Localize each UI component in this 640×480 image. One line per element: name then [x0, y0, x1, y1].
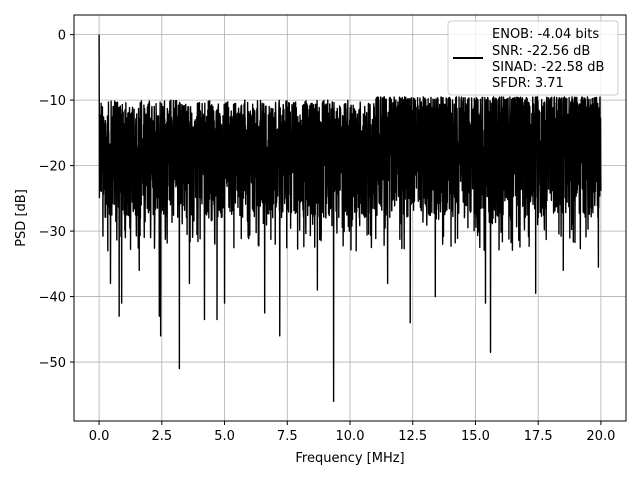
y-tick-label: −40: [39, 291, 66, 306]
y-axis-label: PSD [dB]: [14, 189, 29, 247]
x-tick-label: 12.5: [398, 429, 427, 444]
x-tick-label: 20.0: [586, 429, 615, 444]
x-tick-label: 5.0: [214, 429, 235, 444]
legend: ENOB: -4.04 bits SNR: -22.56 dB SINAD: -…: [447, 20, 619, 96]
x-ticks: 0.0 2.5 5.0 7.5 10.0 12.5 15.0 17.5 20.0: [89, 421, 615, 444]
y-tick-label: −30: [39, 225, 66, 240]
series-layer: [98, 34, 602, 403]
y-tick-label: −10: [39, 94, 66, 109]
x-axis-label: Frequency [MHz]: [295, 451, 404, 466]
x-tick-label: 15.0: [461, 429, 490, 444]
y-tick-label: −50: [39, 356, 66, 371]
legend-box: [447, 20, 619, 96]
legend-line-snr: SNR: -22.56 dB: [492, 44, 590, 59]
x-tick-label: 0.0: [89, 429, 110, 444]
x-tick-label: 10.0: [336, 429, 365, 444]
legend-line-sfdr: SFDR: 3.71: [492, 76, 564, 91]
legend-line-sinad: SINAD: -22.58 dB: [492, 60, 604, 75]
legend-line-enob: ENOB: -4.04 bits: [492, 27, 599, 42]
psd-series-line: [98, 34, 602, 403]
x-tick-label: 17.5: [524, 429, 553, 444]
y-ticks: 0 −10 −20 −30 −40 −50: [39, 29, 74, 371]
y-tick-label: −20: [39, 160, 66, 175]
x-tick-label: 7.5: [277, 429, 298, 444]
x-tick-label: 2.5: [151, 429, 172, 444]
y-tick-label: 0: [58, 29, 66, 44]
